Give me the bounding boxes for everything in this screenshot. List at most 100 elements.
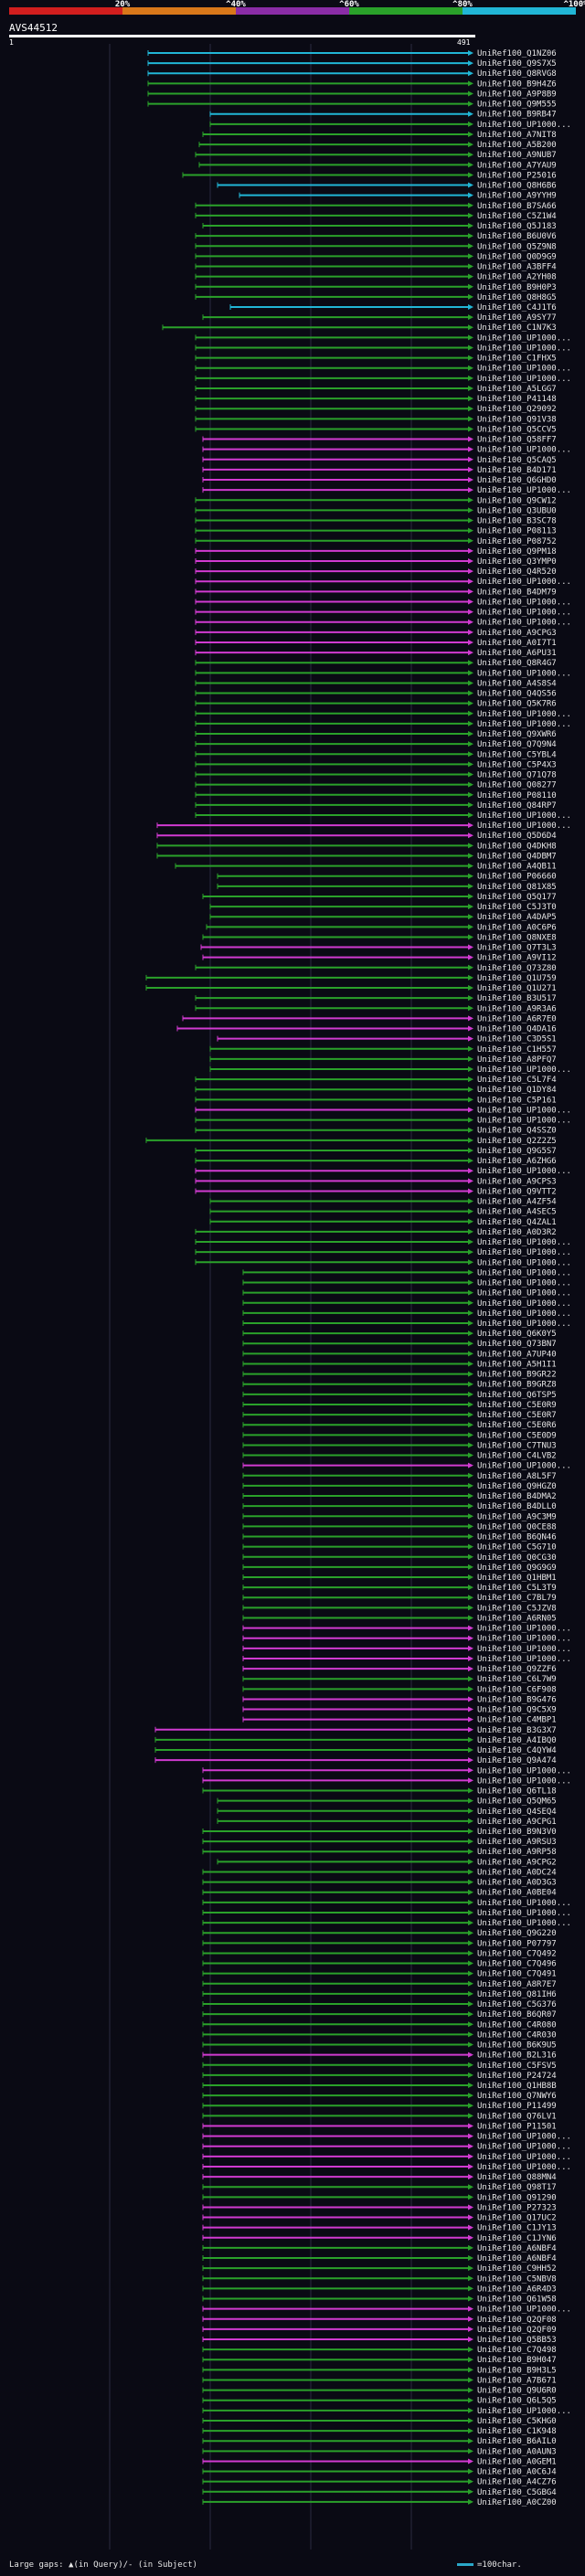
hit-label[interactable]: UniRef100_A9RP58: [477, 1848, 557, 1857]
hit-label[interactable]: UniRef100_UP1000...: [477, 1167, 571, 1176]
hit-label[interactable]: UniRef100_A2YH08: [477, 273, 557, 282]
hit-label[interactable]: UniRef100_Q5QM65: [477, 1797, 557, 1807]
hit-label[interactable]: UniRef100_B6QN46: [477, 1533, 557, 1542]
hit-label[interactable]: UniRef100_A8PFQ7: [477, 1055, 557, 1065]
hit-label[interactable]: UniRef100_Q9S7X5: [477, 59, 557, 69]
hit-label[interactable]: UniRef100_A0C6J4: [477, 2468, 557, 2477]
hit-label[interactable]: UniRef100_A7YAU9: [477, 161, 557, 170]
hit-label[interactable]: UniRef100_B3G3X7: [477, 1726, 557, 1735]
hit-label[interactable]: UniRef100_C1JY13: [477, 2224, 557, 2233]
hit-label[interactable]: UniRef100_UP1000...: [477, 1248, 571, 1257]
hit-label[interactable]: UniRef100_UP1000...: [477, 609, 571, 618]
hit-label[interactable]: UniRef100_UP1000...: [477, 1065, 571, 1075]
hit-label[interactable]: UniRef100_B3SC78: [477, 517, 557, 526]
hit-label[interactable]: UniRef100_Q9PM18: [477, 547, 557, 557]
hit-label[interactable]: UniRef100_P07797: [477, 1939, 557, 1948]
hit-label[interactable]: UniRef100_UP1000...: [477, 1909, 571, 1918]
hit-label[interactable]: UniRef100_Q1HBM1: [477, 1574, 557, 1583]
hit-label[interactable]: UniRef100_Q9G9G9: [477, 1564, 557, 1573]
hit-label[interactable]: UniRef100_B9H047: [477, 2356, 557, 2365]
hit-label[interactable]: UniRef100_B2L316: [477, 2051, 557, 2061]
hit-label[interactable]: UniRef100_Q5K7R6: [477, 700, 557, 709]
hit-label[interactable]: UniRef100_A9CPS3: [477, 1177, 557, 1186]
hit-label[interactable]: UniRef100_Q1U759: [477, 974, 557, 983]
hit-label[interactable]: UniRef100_Q1U271: [477, 984, 557, 993]
hit-label[interactable]: UniRef100_B9RB47: [477, 111, 557, 120]
hit-label[interactable]: UniRef100_C6L7W9: [477, 1675, 557, 1684]
hit-label[interactable]: UniRef100_A4QB11: [477, 863, 557, 872]
hit-label[interactable]: UniRef100_UP1000...: [477, 2306, 571, 2315]
hit-label[interactable]: UniRef100_A4DAP5: [477, 913, 557, 922]
hit-label[interactable]: UniRef100_UP1000...: [477, 720, 571, 729]
hit-label[interactable]: UniRef100_Q98T17: [477, 2183, 557, 2192]
hit-label[interactable]: UniRef100_A3BFF4: [477, 263, 557, 272]
hit-label[interactable]: UniRef100_Q3UBU0: [477, 506, 557, 515]
hit-label[interactable]: UniRef100_UP1000...: [477, 1289, 571, 1299]
hit-label[interactable]: UniRef100_Q9VTT2: [477, 1187, 557, 1196]
hit-label[interactable]: UniRef100_Q76LV1: [477, 2112, 557, 2121]
hit-label[interactable]: UniRef100_Q9CW12: [477, 496, 557, 505]
hit-label[interactable]: UniRef100_C5YBL4: [477, 750, 557, 759]
hit-label[interactable]: UniRef100_C5G376: [477, 2000, 557, 2009]
hit-label[interactable]: UniRef100_UP1000...: [477, 1320, 571, 1329]
hit-label[interactable]: UniRef100_UP1000...: [477, 2163, 571, 2172]
hit-label[interactable]: UniRef100_UP1000...: [477, 2133, 571, 2142]
hit-label[interactable]: UniRef100_Q1DY84: [477, 1086, 557, 1095]
hit-label[interactable]: UniRef100_Q7T3L3: [477, 944, 557, 953]
hit-label[interactable]: UniRef100_UP1000...: [477, 669, 571, 678]
hit-label[interactable]: UniRef100_C3D5S1: [477, 1035, 557, 1044]
hit-label[interactable]: UniRef100_Q9U6R0: [477, 2387, 557, 2396]
hit-label[interactable]: UniRef100_A5LGG7: [477, 385, 557, 394]
hit-label[interactable]: UniRef100_Q9XWR6: [477, 730, 557, 739]
hit-label[interactable]: UniRef100_UP1000...: [477, 1899, 571, 1908]
hit-label[interactable]: UniRef100_UP1000...: [477, 486, 571, 495]
hit-label[interactable]: UniRef100_Q9A474: [477, 1756, 557, 1765]
hit-label[interactable]: UniRef100_UP1000...: [477, 1655, 571, 1664]
hit-label[interactable]: UniRef100_C5E0D9: [477, 1431, 557, 1440]
hit-label[interactable]: UniRef100_B4DLL0: [477, 1502, 557, 1511]
hit-label[interactable]: UniRef100_A6NBF4: [477, 2244, 557, 2253]
hit-label[interactable]: UniRef100_C4LVB2: [477, 1452, 557, 1461]
hit-label[interactable]: UniRef100_A0CZ00: [477, 2498, 557, 2507]
hit-label[interactable]: UniRef100_UP1000...: [477, 1766, 571, 1776]
hit-label[interactable]: UniRef100_A6R7E0: [477, 1014, 557, 1023]
hit-label[interactable]: UniRef100_UP1000...: [477, 1309, 571, 1319]
hit-label[interactable]: UniRef100_Q7NWY6: [477, 2092, 557, 2101]
hit-label[interactable]: UniRef100_A9CPG1: [477, 1818, 557, 1827]
hit-label[interactable]: UniRef100_UP1000...: [477, 365, 571, 374]
hit-label[interactable]: UniRef100_UP1000...: [477, 822, 571, 831]
hit-label[interactable]: UniRef100_A0D3G3: [477, 1879, 557, 1888]
hit-label[interactable]: UniRef100_UP1000...: [477, 578, 571, 587]
hit-label[interactable]: UniRef100_Q6TSP5: [477, 1391, 557, 1400]
hit-label[interactable]: UniRef100_C7Q491: [477, 1970, 557, 1979]
hit-label[interactable]: UniRef100_Q73BN7: [477, 1340, 557, 1349]
hit-label[interactable]: UniRef100_Q7Q9N4: [477, 740, 557, 749]
hit-label[interactable]: UniRef100_P41148: [477, 395, 557, 404]
hit-label[interactable]: UniRef100_A9RSU3: [477, 1838, 557, 1847]
hit-label[interactable]: UniRef100_Q2Z2Z5: [477, 1137, 557, 1146]
hit-label[interactable]: UniRef100_Q9C5X9: [477, 1706, 557, 1715]
hit-label[interactable]: UniRef100_Q6GHD0: [477, 476, 557, 485]
hit-label[interactable]: UniRef100_UP1000...: [477, 1645, 571, 1654]
hit-label[interactable]: UniRef100_Q9HGZ0: [477, 1482, 557, 1491]
hit-label[interactable]: UniRef100_C5G710: [477, 1543, 557, 1553]
hit-label[interactable]: UniRef100_B6U0V6: [477, 232, 557, 241]
hit-label[interactable]: UniRef100_A9CPG2: [477, 1858, 557, 1867]
hit-label[interactable]: UniRef100_C4MBP1: [477, 1716, 557, 1725]
hit-label[interactable]: UniRef100_Q9ZZF6: [477, 1665, 557, 1674]
hit-label[interactable]: UniRef100_Q6K0Y5: [477, 1330, 557, 1339]
hit-label[interactable]: UniRef100_C5L7F4: [477, 1076, 557, 1085]
hit-label[interactable]: UniRef100_Q2QF09: [477, 2326, 557, 2335]
hit-label[interactable]: UniRef100_C7BL79: [477, 1594, 557, 1603]
hit-label[interactable]: UniRef100_A0D3R2: [477, 1228, 557, 1237]
hit-label[interactable]: UniRef100_Q5Z9N8: [477, 242, 557, 251]
hit-label[interactable]: UniRef100_UP1000...: [477, 1117, 571, 1126]
hit-label[interactable]: UniRef100_C5KHG0: [477, 2417, 557, 2426]
hit-label[interactable]: UniRef100_C5J3T0: [477, 903, 557, 912]
hit-label[interactable]: UniRef100_B9N3V0: [477, 1828, 557, 1837]
hit-label[interactable]: UniRef100_C5FSV5: [477, 2062, 557, 2071]
hit-label[interactable]: UniRef100_A4IBQ0: [477, 1736, 557, 1745]
hit-label[interactable]: UniRef100_C5P161: [477, 1096, 557, 1105]
hit-label[interactable]: UniRef100_UP1000...: [477, 1258, 571, 1267]
hit-label[interactable]: UniRef100_C4R030: [477, 2030, 557, 2040]
